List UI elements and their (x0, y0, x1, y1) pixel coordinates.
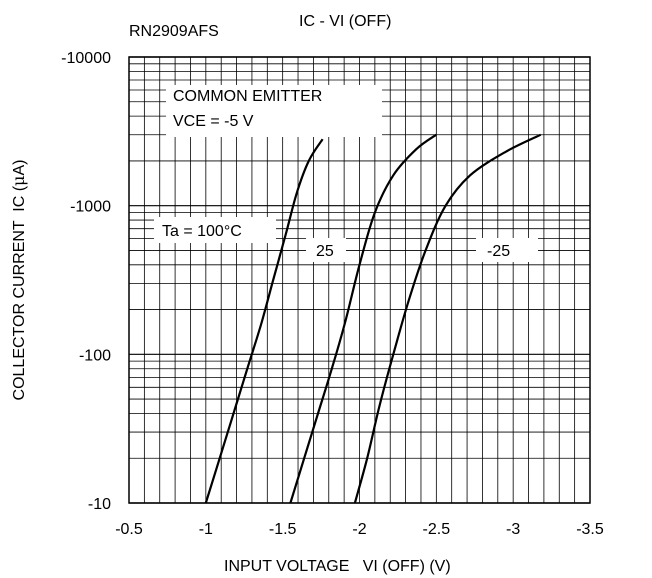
part-number: RN2909AFS (129, 23, 219, 40)
series (204, 133, 542, 504)
x-axis-label: INPUT VOLTAGE VI (OFF) (V) (224, 558, 451, 575)
y-tick-label: -1000 (70, 199, 111, 216)
y-tick-label: -10 (88, 496, 111, 513)
y-axis-label-prefix: COLLECTOR CURRENT IC ( (11, 185, 28, 400)
x-tick-label: -3 (506, 521, 520, 538)
chart-title: IC - VI (OFF) (299, 13, 391, 30)
y-axis-label-suffix: A) (11, 160, 28, 176)
label-25-bg (306, 238, 346, 262)
series-line-25 (289, 133, 437, 504)
ta-label: Ta = 100°C (162, 223, 242, 240)
condition-line-1: COMMON EMITTER (173, 88, 322, 105)
ta-label-bg (154, 217, 276, 243)
label-m25-bg (476, 238, 538, 262)
y-axis-label-mu: μ (9, 176, 28, 186)
condition-line-2: VCE = -5 V (173, 113, 254, 130)
label-25: 25 (316, 243, 334, 260)
plot-frame (128, 56, 591, 504)
label-minus-25: -25 (487, 243, 510, 260)
series-line--25 (353, 133, 542, 504)
axis-ticks: -0.5 -1 -1.5 -2 -2.5 -3 -3.5 -10000 -1000 -100 -10 (61, 50, 604, 538)
x-tick-label: -2 (352, 521, 366, 538)
y-tick-label: -100 (79, 347, 111, 364)
x-tick-label: -1 (199, 521, 213, 538)
x-tick-label: -3.5 (576, 521, 604, 538)
y-tick-label: -10000 (61, 50, 111, 67)
annotations: COMMON EMITTER VCE = -5 V Ta = 100°C 25 … (154, 85, 538, 262)
x-tick-label: -2.5 (423, 521, 451, 538)
x-tick-label: -0.5 (115, 521, 143, 538)
x-tick-label: -1.5 (269, 521, 297, 538)
condition-label-bg (166, 85, 382, 137)
y-axis-label: COLLECTOR CURRENT IC (μA) (9, 160, 28, 401)
series-line-100 (204, 138, 324, 504)
